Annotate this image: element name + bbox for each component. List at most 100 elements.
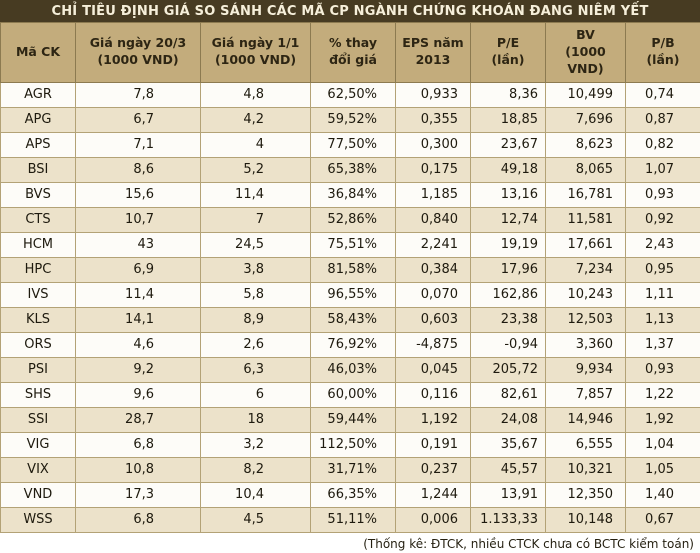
value-cell: -0,94	[470, 331, 546, 358]
ticker-cell: IVS	[0, 281, 76, 308]
value-cell: 10,7	[75, 206, 201, 233]
value-cell: 4,5	[200, 506, 311, 533]
value-cell: 0,045	[395, 356, 471, 383]
value-cell: 10,243	[545, 281, 626, 308]
value-cell: 65,38%	[310, 156, 396, 183]
value-cell: 7,857	[545, 381, 626, 408]
value-cell: 10,499	[545, 81, 626, 108]
value-cell: 8,623	[545, 131, 626, 158]
value-cell: 0,175	[395, 156, 471, 183]
value-cell: 31,71%	[310, 456, 396, 483]
value-cell: 52,86%	[310, 206, 396, 233]
table-row: AGR 7,8 4,8 62,50% 0,933 8,36 10,499 0,74	[0, 81, 700, 108]
table-row: KLS 14,1 8,9 58,43% 0,603 23,38 12,503 1,13	[0, 306, 700, 333]
value-cell: 23,67	[470, 131, 546, 158]
value-cell: 9,934	[545, 356, 626, 383]
value-cell: 8,6	[75, 156, 201, 183]
value-cell: 0,933	[395, 81, 471, 108]
col-header-bv: BV (1000 VND)	[545, 22, 626, 83]
value-cell: 5,2	[200, 156, 311, 183]
ticker-cell: AGR	[0, 81, 76, 108]
value-cell: 8,36	[470, 81, 546, 108]
value-cell: 1,13	[625, 306, 700, 333]
value-cell: 24,5	[200, 231, 311, 258]
table-row: PSI 9,2 6,3 46,03% 0,045 205,72 9,934 0,93	[0, 356, 700, 383]
value-cell: 3,360	[545, 331, 626, 358]
ticker-cell: VND	[0, 481, 76, 508]
value-cell: 12,350	[545, 481, 626, 508]
value-cell: 6,7	[75, 106, 201, 133]
ticker-cell: CTS	[0, 206, 76, 233]
value-cell: 45,57	[470, 456, 546, 483]
value-cell: 1,244	[395, 481, 471, 508]
value-cell: 9,6	[75, 381, 201, 408]
ticker-cell: VIX	[0, 456, 76, 483]
value-cell: 15,6	[75, 181, 201, 208]
value-cell: 3,2	[200, 431, 311, 458]
ticker-cell: PSI	[0, 356, 76, 383]
value-cell: 0,603	[395, 306, 471, 333]
value-cell: 1,05	[625, 456, 700, 483]
value-cell: 0,006	[395, 506, 471, 533]
value-cell: 0,355	[395, 106, 471, 133]
table-row: IVS 11,4 5,8 96,55% 0,070 162,86 10,243 1,11	[0, 281, 700, 308]
value-cell: 1.133,33	[470, 506, 546, 533]
ticker-cell: SHS	[0, 381, 76, 408]
value-cell: 19,19	[470, 231, 546, 258]
value-cell: 14,1	[75, 306, 201, 333]
value-cell: 3,8	[200, 256, 311, 283]
table-row: VIX 10,8 8,2 31,71% 0,237 45,57 10,321 1,05	[0, 456, 700, 483]
value-cell: 10,8	[75, 456, 201, 483]
col-header-eps-2013: EPS năm 2013	[395, 22, 471, 83]
value-cell: 7,696	[545, 106, 626, 133]
value-cell: 17,661	[545, 231, 626, 258]
value-cell: 8,065	[545, 156, 626, 183]
value-cell: 28,7	[75, 406, 201, 433]
table-row: ORS 4,6 2,6 76,92% -4,875 -0,94 3,360 1,37	[0, 331, 700, 358]
value-cell: 23,38	[470, 306, 546, 333]
value-cell: 0,300	[395, 131, 471, 158]
value-cell: 7,1	[75, 131, 201, 158]
header-row: Mã CK Giá ngày 20/3 (1000 VND) Giá ngày …	[0, 22, 700, 83]
value-cell: 36,84%	[310, 181, 396, 208]
value-cell: 2,43	[625, 231, 700, 258]
stocks-valuation-table: Mã CK Giá ngày 20/3 (1000 VND) Giá ngày …	[0, 22, 700, 533]
ticker-cell: APS	[0, 131, 76, 158]
value-cell: 0,74	[625, 81, 700, 108]
value-cell: 6,555	[545, 431, 626, 458]
value-cell: 1,92	[625, 406, 700, 433]
col-header-price-20-3: Giá ngày 20/3 (1000 VND)	[75, 22, 201, 83]
value-cell: 0,384	[395, 256, 471, 283]
table-row: SHS 9,6 6 60,00% 0,116 82,61 7,857 1,22	[0, 381, 700, 408]
value-cell: 0,93	[625, 356, 700, 383]
value-cell: 5,8	[200, 281, 311, 308]
value-cell: 35,67	[470, 431, 546, 458]
value-cell: 51,11%	[310, 506, 396, 533]
value-cell: 1,40	[625, 481, 700, 508]
value-cell: 2,241	[395, 231, 471, 258]
value-cell: 4,6	[75, 331, 201, 358]
ticker-cell: HCM	[0, 231, 76, 258]
ticker-cell: KLS	[0, 306, 76, 333]
ticker-cell: ORS	[0, 331, 76, 358]
value-cell: 1,37	[625, 331, 700, 358]
value-cell: 0,82	[625, 131, 700, 158]
value-cell: 4,8	[200, 81, 311, 108]
value-cell: 1,11	[625, 281, 700, 308]
table-row: WSS 6,8 4,5 51,11% 0,006 1.133,33 10,148 0,67	[0, 506, 700, 533]
value-cell: 77,50%	[310, 131, 396, 158]
table-row: BSI 8,6 5,2 65,38% 0,175 49,18 8,065 1,07	[0, 156, 700, 183]
source-note: (Thống kê: ĐTCK, nhiều CTCK chưa có BCTC…	[363, 536, 694, 551]
table-header: Mã CK Giá ngày 20/3 (1000 VND) Giá ngày …	[0, 22, 700, 83]
ticker-cell: BVS	[0, 181, 76, 208]
col-header-pb: P/B (lần)	[625, 22, 700, 83]
value-cell: 1,22	[625, 381, 700, 408]
value-cell: 6,9	[75, 256, 201, 283]
col-header-price-change: % thay đổi giá	[310, 22, 396, 83]
value-cell: 17,96	[470, 256, 546, 283]
value-cell: 6,8	[75, 431, 201, 458]
col-header-price-1-1: Giá ngày 1/1 (1000 VND)	[200, 22, 311, 83]
value-cell: 43	[75, 231, 201, 258]
value-cell: 17,3	[75, 481, 201, 508]
value-cell: 9,2	[75, 356, 201, 383]
